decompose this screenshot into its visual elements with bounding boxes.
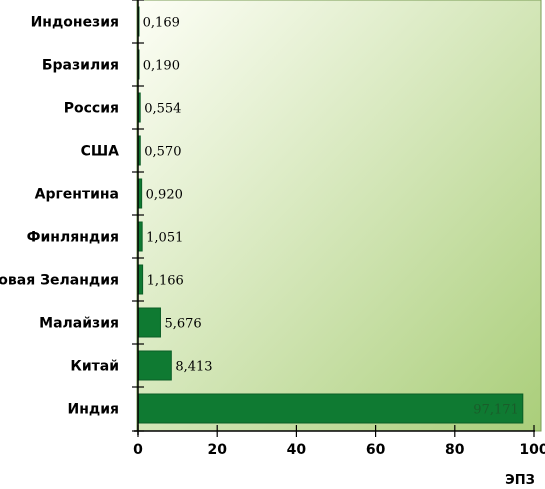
category-label: США xyxy=(81,144,120,160)
x-axis-unit-label: ЭПЗ xyxy=(505,473,535,488)
category-label: Индия xyxy=(68,402,120,418)
value-label: 5,676 xyxy=(164,317,201,332)
bar xyxy=(137,350,172,381)
value-label: 97,171 xyxy=(473,403,519,418)
value-label: 0,169 xyxy=(143,16,180,31)
category-label: Аргентина xyxy=(35,187,119,203)
x-tick-label: 100 xyxy=(519,442,545,458)
category-label: Индонезия xyxy=(31,15,119,31)
value-label: 8,413 xyxy=(175,360,212,375)
category-label: Малайзия xyxy=(39,316,119,332)
x-tick-label: 60 xyxy=(366,442,386,458)
plot-background xyxy=(136,0,542,432)
value-label: 1,051 xyxy=(146,231,183,246)
category-label: Китай xyxy=(70,359,119,375)
bar xyxy=(137,393,524,424)
category-label: Финляндия xyxy=(27,230,119,246)
x-tick-label: 20 xyxy=(207,442,227,458)
value-label: 0,554 xyxy=(144,102,181,117)
x-tick-label: 80 xyxy=(445,442,465,458)
category-label: Новая Зеландия xyxy=(0,273,119,289)
bar xyxy=(137,307,161,338)
value-label: 0,920 xyxy=(146,188,183,203)
value-label: 1,166 xyxy=(147,274,184,289)
value-label: 0,190 xyxy=(143,59,180,74)
value-label: 0,570 xyxy=(144,145,181,160)
category-label: Россия xyxy=(64,101,119,117)
x-tick-label: 0 xyxy=(133,442,143,458)
x-tick-label: 40 xyxy=(287,442,307,458)
category-label: Бразилия xyxy=(42,58,119,74)
